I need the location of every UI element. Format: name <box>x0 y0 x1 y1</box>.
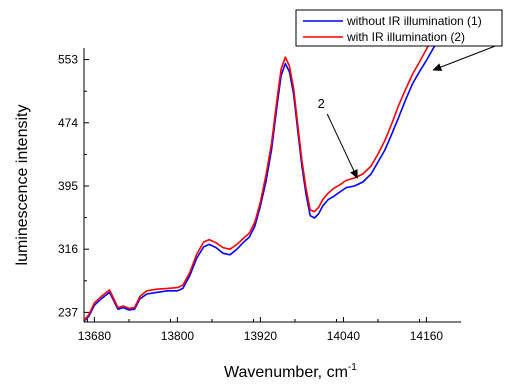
y-tick-label-3: 474 <box>58 116 78 130</box>
x-axis-title: Wavenumber, cm-1 <box>224 362 357 381</box>
annotation-arrow-2 <box>326 113 358 179</box>
legend-box <box>295 9 503 47</box>
y-tick-label-1: 316 <box>58 242 78 256</box>
axis-ticks: 13680 13800 13920 14040 14160 237 316 395 474 553 <box>58 53 443 343</box>
x-tick-label-3: 14040 <box>327 329 361 343</box>
legend-label-series-1: without IR illumination (1) <box>346 14 482 28</box>
legend: without IR illumination (1) with IR illu… <box>295 9 503 47</box>
x-tick-label-0: 13680 <box>78 329 112 343</box>
x-axis-title-superscript: -1 <box>348 362 357 373</box>
y-tick-label-2: 395 <box>58 179 78 193</box>
annotation-label-2: 2 <box>318 96 325 111</box>
x-tick-label-4: 14160 <box>410 329 444 343</box>
legend-label-series-2: with IR illumination (2) <box>346 30 465 44</box>
x-tick-label-2: 13920 <box>244 329 278 343</box>
x-tick-label-1: 13800 <box>161 329 195 343</box>
x-axis-title-main: Wavenumber, cm <box>224 364 348 381</box>
annotation-arrow-1 <box>432 45 496 71</box>
series-line-2 <box>84 10 449 321</box>
series-line-1 <box>84 10 453 322</box>
series-lines <box>84 10 453 322</box>
y-tick-label-4: 553 <box>58 53 78 67</box>
annotations: 12 <box>318 28 503 179</box>
y-axis-title: luminescence intensity <box>14 105 31 266</box>
y-tick-label-0: 237 <box>58 305 78 319</box>
